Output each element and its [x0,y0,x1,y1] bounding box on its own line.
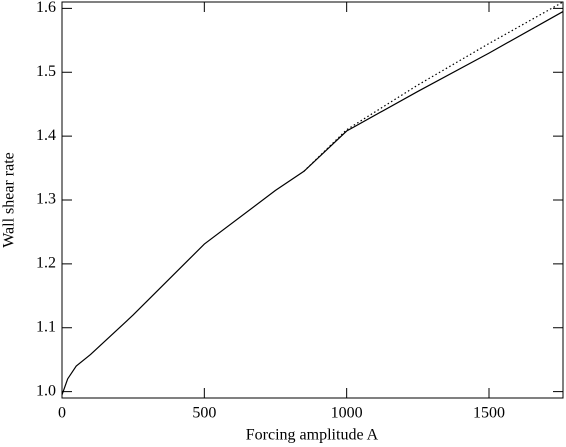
y-tick-label: 1.6 [36,0,56,16]
y-tick-label: 1.2 [36,255,56,272]
x-tick-label: 1000 [331,405,363,422]
line-series [303,1,564,172]
y-tick-label: 1.3 [36,191,56,208]
y-axis-label: Wall shear rate [1,152,18,248]
x-tick-label: 0 [58,405,66,422]
x-axis-label: Forcing amplitude A [246,427,379,444]
x-tick-label: 1500 [473,405,505,422]
x-tick-label: 500 [192,405,216,422]
line-series [61,11,564,396]
y-tick-label: 1.1 [36,318,56,335]
y-tick-label: 1.4 [36,127,56,144]
y-tick-label: 1.0 [36,382,56,399]
plot-frame [61,1,564,399]
y-tick-label: 1.5 [36,63,56,80]
